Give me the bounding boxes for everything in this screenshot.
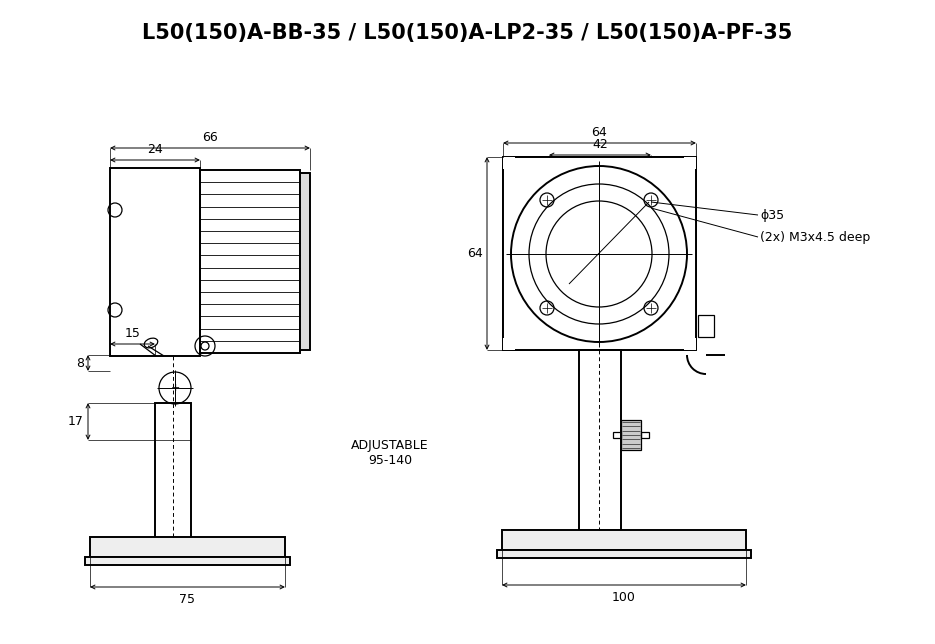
Text: L50(150)A-BB-35 / L50(150)A-LP2-35 / L50(150)A-PF-35: L50(150)A-BB-35 / L50(150)A-LP2-35 / L50… [142,23,792,43]
Text: 66: 66 [202,131,218,144]
Bar [300,173,310,350]
Text: 64: 64 [592,126,608,139]
Text: (2x) M3x4.5 deep: (2x) M3x4.5 deep [760,231,870,243]
Bar [90,537,285,557]
Text: 17: 17 [68,415,84,428]
Bar [497,550,751,558]
Bar [110,168,200,356]
Bar [579,350,621,530]
Bar [698,315,714,337]
Text: 8: 8 [76,357,84,370]
Bar [200,170,300,353]
Text: 100: 100 [612,591,636,604]
Bar [85,557,290,565]
Bar [621,420,641,450]
Bar [613,432,621,438]
Bar [641,432,649,438]
Bar [503,157,696,350]
Text: 15: 15 [124,327,140,340]
Bar [155,403,191,538]
Text: 42: 42 [592,138,608,151]
Text: +: + [170,383,180,393]
Text: 64: 64 [468,247,483,260]
Text: ϕ35: ϕ35 [760,209,784,222]
Text: 75: 75 [180,593,195,606]
Bar [502,530,746,550]
Text: 24: 24 [147,143,163,156]
Bar [503,157,696,350]
Text: ADJUSTABLE
95-140: ADJUSTABLE 95-140 [352,439,429,467]
